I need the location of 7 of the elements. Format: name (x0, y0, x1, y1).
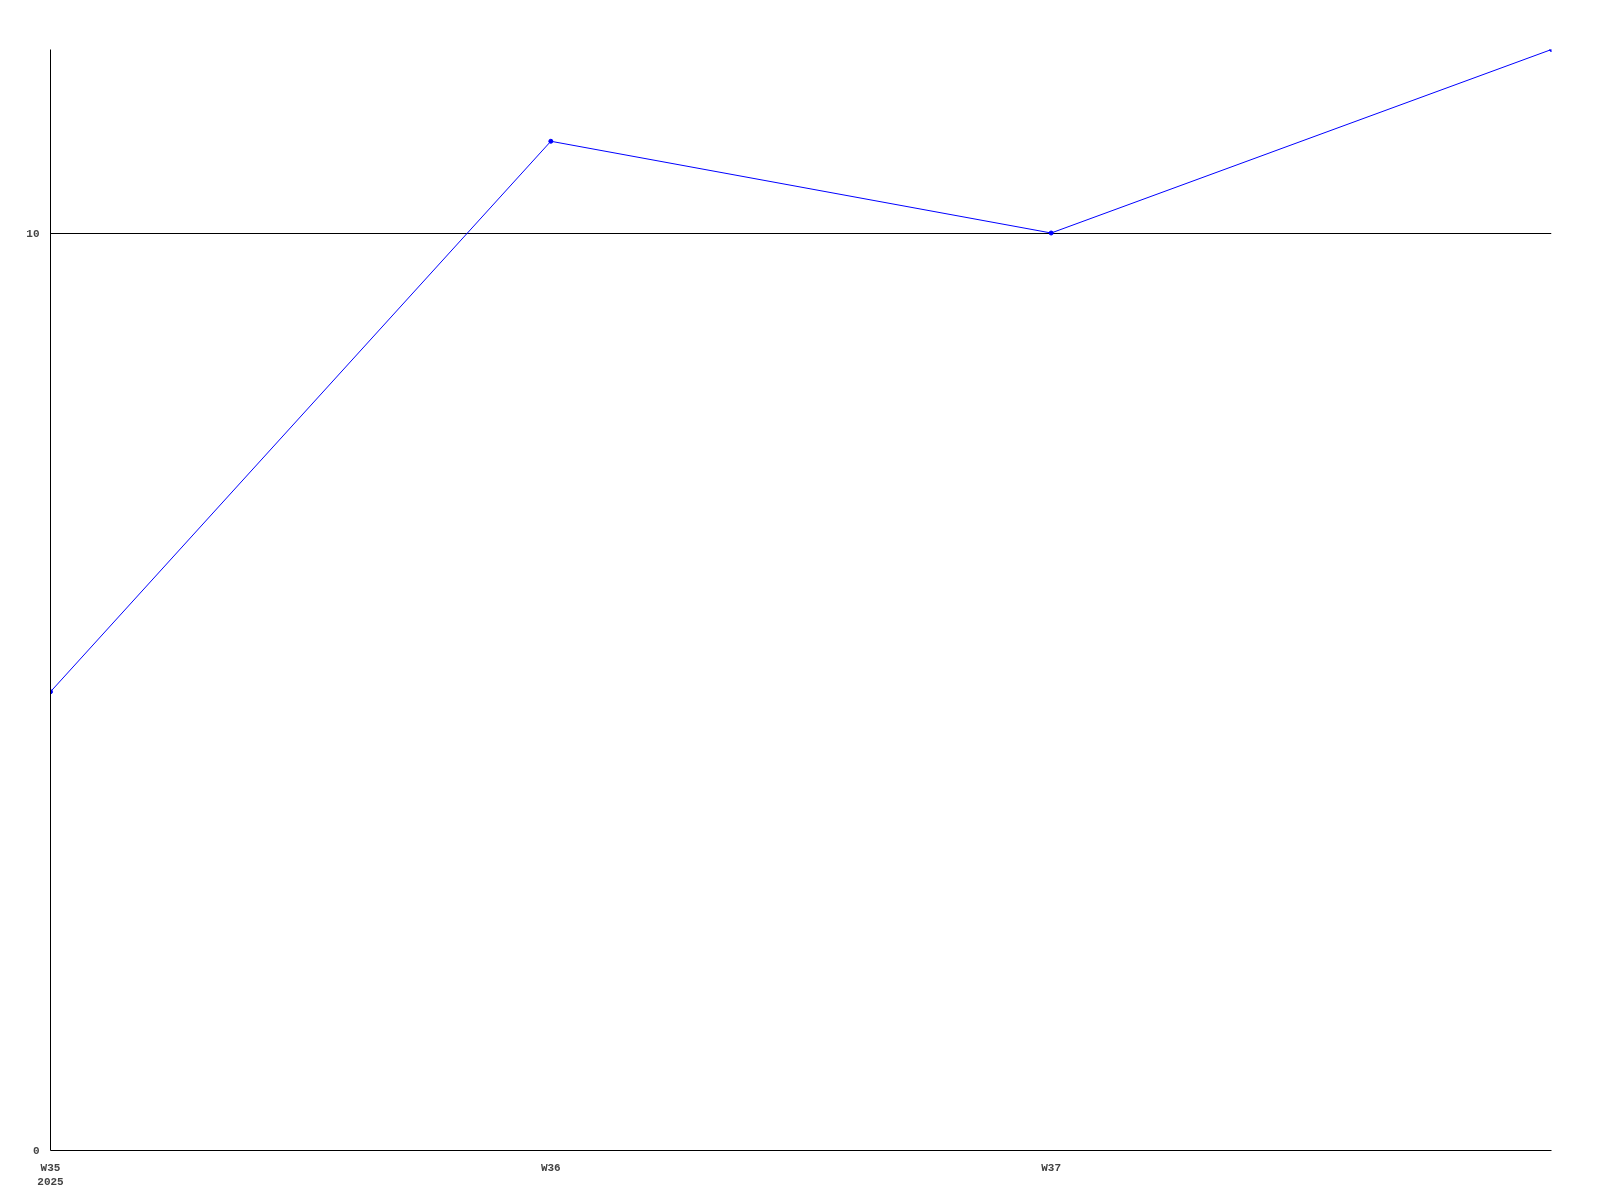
y-tick-label: 0 (32, 1145, 40, 1157)
y-tick-label: 10 (26, 227, 40, 240)
point (1048, 230, 1054, 236)
x-tick-label: W36 (540, 1161, 561, 1174)
x-tick-label: W35 2025 (37, 1161, 65, 1188)
x-tick-label: W37 (1041, 1161, 1062, 1174)
point (548, 138, 554, 144)
